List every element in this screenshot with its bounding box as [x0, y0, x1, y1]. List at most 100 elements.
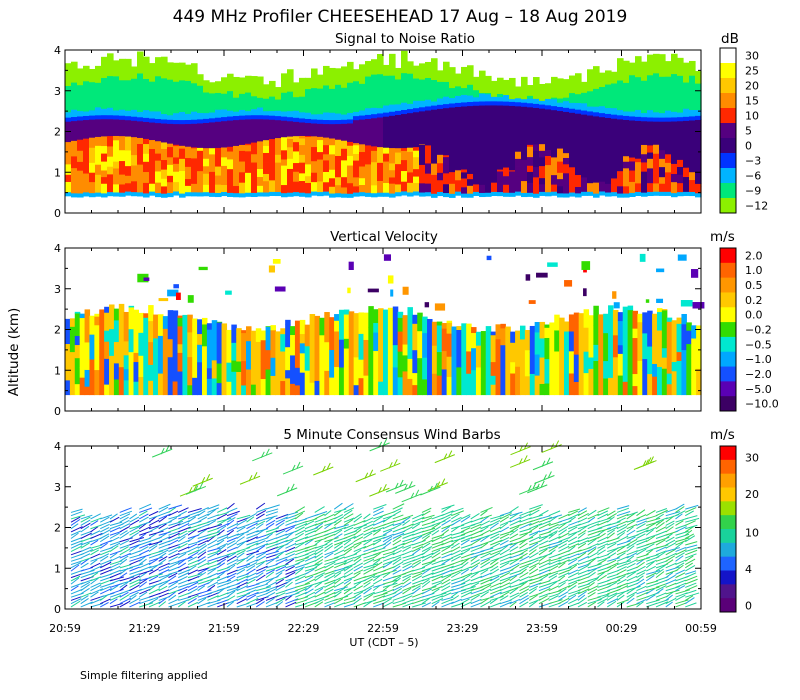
- wind-barb: [490, 526, 502, 533]
- snr-cell: [179, 145, 186, 149]
- velocity-cell: [104, 384, 110, 396]
- velocity-cell: [187, 314, 193, 333]
- wind-barb: [353, 529, 362, 536]
- wind-barb: [148, 575, 159, 582]
- velocity-cell: [138, 312, 144, 333]
- snr-cell: [389, 111, 396, 116]
- wind-barb: [158, 585, 168, 592]
- snr-cell: [587, 106, 594, 112]
- wind-barb: [626, 545, 635, 552]
- snr-cell: [71, 109, 78, 118]
- wind-barb: [100, 566, 112, 572]
- wind-barb: [558, 579, 569, 585]
- velocity-cell: [65, 379, 71, 396]
- wind-barb: [313, 462, 334, 476]
- snr-cell: [581, 81, 588, 93]
- velocity-cell: [319, 378, 325, 396]
- wind-barb: [451, 510, 464, 517]
- snr-cell: [497, 191, 504, 197]
- snr-cell: [605, 107, 612, 114]
- wind-barb: [529, 585, 539, 592]
- wind-barb: [314, 537, 327, 543]
- velocity-cell: [622, 368, 629, 382]
- velocity-cell: [427, 368, 433, 396]
- wind-barb: [402, 540, 413, 546]
- snr-cell: [605, 113, 612, 118]
- wind-barb: [255, 513, 265, 520]
- wind-barb: [295, 579, 307, 585]
- snr-cell: [383, 75, 390, 106]
- wind-barb: [412, 575, 423, 582]
- wind-barb: [343, 518, 354, 526]
- wind-barb: [226, 599, 238, 605]
- wind-barb: [275, 533, 288, 539]
- wind-barb: [402, 514, 414, 520]
- wind-barb: [246, 522, 258, 530]
- wind-barb: [100, 585, 111, 592]
- velocity-cell: [632, 358, 638, 375]
- velocity-cell: [109, 328, 115, 356]
- snr-cell: [101, 145, 108, 154]
- velocity-cell: [157, 373, 164, 396]
- wind-barb: [275, 539, 289, 546]
- snr-cell: [527, 165, 534, 172]
- snr-cell: [191, 147, 198, 159]
- wind-barb: [373, 534, 387, 539]
- wind-barb: [226, 555, 237, 562]
- wind-barb: [402, 550, 413, 556]
- velocity-cell: [216, 363, 223, 384]
- colorbar-label: 4: [745, 563, 752, 576]
- wind-barb: [353, 536, 364, 543]
- wind-barb: [402, 573, 413, 579]
- wind-barb: [285, 598, 299, 605]
- wind-barb: [148, 597, 159, 605]
- snr-cell: [209, 82, 216, 94]
- wind-barb: [129, 513, 138, 520]
- snr-cell: [359, 151, 366, 160]
- snr-cell: [359, 115, 366, 120]
- snr-cell: [647, 175, 654, 184]
- wind-barb: [460, 598, 470, 605]
- wind-barb: [90, 546, 101, 553]
- wind-barb: [541, 440, 562, 454]
- wind-barb: [353, 565, 363, 572]
- snr-cell: [299, 135, 306, 139]
- snr-cell: [683, 176, 690, 184]
- y-tick-label: 1: [54, 562, 61, 575]
- wind-barb: [597, 553, 609, 559]
- velocity-cell: [529, 325, 536, 329]
- wind-barb: [187, 594, 199, 601]
- wind-barb: [275, 516, 288, 523]
- wind-barb: [636, 599, 647, 605]
- wind-barb: [685, 570, 697, 575]
- wind-barb: [626, 575, 638, 582]
- velocity-cell: [334, 357, 340, 368]
- velocity-cell: [173, 284, 179, 289]
- velocity-cell: [427, 336, 433, 353]
- snr-cell: [677, 75, 684, 113]
- snr-cell: [317, 136, 324, 141]
- wind-barb: [558, 532, 570, 539]
- wind-barb: [460, 578, 471, 585]
- wind-barb: [402, 592, 415, 598]
- velocity-cell: [490, 334, 497, 363]
- wind-barb: [548, 540, 563, 546]
- wind-barb: [119, 510, 133, 517]
- wind-barb: [90, 602, 104, 608]
- snr-cell: [143, 153, 150, 162]
- wind-barb: [655, 509, 668, 517]
- wind-barb: [246, 602, 259, 608]
- wind-barb: [519, 555, 530, 562]
- wind-barb: [451, 582, 466, 588]
- snr-cell: [191, 158, 198, 168]
- snr-cell: [245, 143, 252, 146]
- wind-barb: [197, 556, 206, 562]
- snr-cell: [623, 119, 630, 157]
- colorbar-label: −0.5: [745, 338, 772, 351]
- wind-barb: [80, 569, 95, 575]
- wind-barb: [80, 556, 93, 562]
- snr-cell: [491, 191, 498, 197]
- wind-barb: [529, 506, 542, 513]
- wind-barb: [480, 526, 489, 533]
- wind-barb: [587, 582, 595, 588]
